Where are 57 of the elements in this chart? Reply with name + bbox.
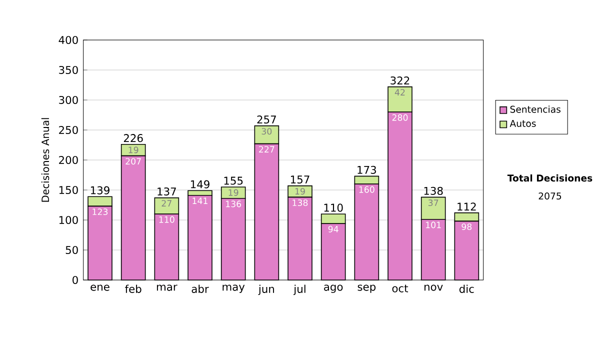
text: Total Decisiones xyxy=(507,174,592,182)
total-label: 112 xyxy=(458,202,476,211)
data-label: 19 xyxy=(228,189,238,196)
x-tick-label: nov xyxy=(424,284,443,291)
data-label: 27 xyxy=(162,200,172,206)
x-tick-label: mar xyxy=(156,284,178,291)
data-label: 101 xyxy=(426,222,441,228)
data-label: 110 xyxy=(159,216,174,223)
y-axis-title: Decisiones Anual xyxy=(41,118,50,202)
x-tick-label: jul xyxy=(293,284,306,296)
data-label: 136 xyxy=(226,200,242,208)
data-label: 160 xyxy=(359,186,374,193)
legend-label: Autos xyxy=(510,120,536,127)
y-tick-label: 100 xyxy=(59,216,78,224)
y-tick-label: 50 xyxy=(66,246,78,254)
total-label: 149 xyxy=(190,180,210,188)
y-tick-label: 350 xyxy=(59,66,78,74)
x-tick-label: may xyxy=(222,284,245,293)
y-tick-label: 250 xyxy=(59,126,78,134)
x-tick-label: oct xyxy=(392,284,408,292)
data-label: 280 xyxy=(392,114,408,121)
data-label: 227 xyxy=(259,146,274,152)
y-tick-label: 150 xyxy=(59,186,78,194)
y-tick-label: 0 xyxy=(72,276,78,284)
total-label: 155 xyxy=(224,176,243,185)
text: 2075 xyxy=(538,192,562,200)
total-label: 173 xyxy=(358,166,376,174)
data-label: 141 xyxy=(192,198,208,204)
total-label: 137 xyxy=(158,187,176,196)
total-label: 110 xyxy=(324,204,343,212)
data-label: 207 xyxy=(126,158,141,165)
x-tick-label: ago xyxy=(324,284,343,293)
total-label: 139 xyxy=(90,186,110,194)
x-tick-label: jun xyxy=(258,284,274,296)
total-label: 257 xyxy=(257,115,276,124)
data-label: 37 xyxy=(428,199,438,206)
x-tick-label: sep xyxy=(358,284,376,293)
x-tick-label: abr xyxy=(192,284,209,293)
y-tick-label: 200 xyxy=(59,156,78,164)
x-tick-label: ene xyxy=(90,284,110,291)
data-label: 138 xyxy=(292,199,308,206)
data-label: 19 xyxy=(295,188,305,195)
data-label: 94 xyxy=(328,226,338,232)
data-label: 30 xyxy=(262,128,272,135)
legend-label: Sentencias xyxy=(510,106,560,113)
data-label: 98 xyxy=(462,223,472,230)
total-label: 157 xyxy=(290,176,310,184)
x-tick-label: dic xyxy=(459,284,474,293)
y-tick-label: 400 xyxy=(58,36,78,44)
data-label: 42 xyxy=(394,89,405,96)
y-tick-label: 300 xyxy=(59,96,78,104)
x-tick-label: feb xyxy=(125,284,142,293)
total-label: 226 xyxy=(124,134,143,142)
data-label: 123 xyxy=(92,208,108,216)
data-label: 19 xyxy=(128,146,138,154)
total-label: 138 xyxy=(424,186,443,195)
total-label: 322 xyxy=(390,76,410,85)
